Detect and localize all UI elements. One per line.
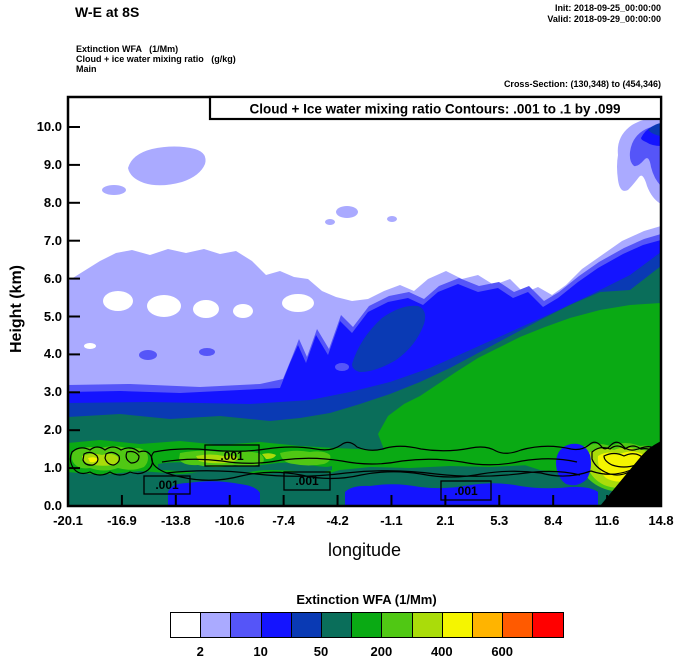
x-axis-ticks	[120, 495, 609, 506]
bottom-blue-pocket-left	[168, 481, 260, 506]
terrain-wedge	[600, 441, 661, 506]
x-tick-label: -20.1	[53, 513, 83, 528]
y-tick-label: 1.0	[43, 460, 62, 476]
colorbar-cell	[472, 612, 504, 638]
x-tick-label: 11.6	[594, 513, 620, 528]
upper-cloud-speck	[325, 219, 335, 225]
colorbar-tick-label: 200	[370, 644, 393, 659]
x-tick-label: 14.8	[648, 513, 674, 528]
field-line-extinction: Extinction WFA (1/Mm)	[76, 44, 179, 54]
y-tick-label: 6.0	[43, 270, 62, 286]
colorbar-cell	[441, 612, 473, 638]
white-hole	[193, 300, 219, 318]
colorbar-cell	[260, 612, 292, 638]
colorbar-title: Extinction WFA (1/Mm)	[296, 592, 437, 607]
upper-cloud-blob	[128, 146, 206, 186]
y-tick-label: 7.0	[43, 232, 62, 248]
x-tick-label: -10.6	[214, 513, 245, 528]
y-tick-label: 9.0	[43, 156, 62, 172]
violet-speck	[335, 363, 349, 371]
x-tick-label: 5.3	[490, 513, 509, 528]
yellowgreen-spot-left	[82, 453, 119, 466]
cloud-contour-lines	[69, 441, 660, 481]
y-tick-label: 3.0	[43, 384, 62, 400]
colorbar-tick-label: 400	[430, 644, 453, 659]
plot-title: Cloud + Ice water mixing ratio Contours:…	[250, 102, 621, 117]
anvil-navy	[648, 123, 661, 136]
contour-label: .001	[155, 478, 179, 492]
colorbar-tick-label: 10	[253, 644, 268, 659]
init-timestamp: Init: 2018-09-25_00:00:00	[554, 3, 661, 13]
x-tick-label: 2.1	[436, 513, 455, 528]
x-tick-label: -16.9	[107, 513, 137, 528]
white-hole	[233, 304, 253, 318]
white-hole	[103, 291, 133, 311]
field-line-domain: Main	[76, 64, 97, 74]
x-tick-label: -13.8	[160, 513, 191, 528]
page-title: W-E at 8S	[75, 4, 140, 20]
colorbar-cell	[351, 612, 383, 638]
contour-label-boxes: .001 .001 .001 .001	[143, 444, 492, 501]
colorbar-tick-label: 50	[313, 644, 329, 659]
colorbar-cell	[200, 612, 232, 638]
y-tick-label: 10.0	[36, 119, 62, 134]
colorbar-tick-label: 2	[196, 644, 204, 659]
contour-label: .001	[220, 449, 244, 463]
colorbar-cell	[290, 612, 322, 638]
white-hole	[84, 343, 96, 349]
colorbar-cell	[411, 612, 443, 638]
cross-section-coords: Cross-Section: (130,348) to (454,346)	[503, 79, 661, 89]
yellowgreen-spot-mid	[196, 454, 238, 464]
plot-title-box: Cloud + Ice water mixing ratio Contours:…	[208, 95, 663, 121]
violet-speck	[139, 350, 157, 360]
y-tick-label: 0.0	[43, 498, 62, 513]
y-tick-label: 8.0	[43, 194, 62, 210]
contour-label: .001	[454, 484, 478, 498]
colorbar-tick-label: 600	[491, 644, 514, 659]
x-tick-label: -1.1	[380, 513, 403, 528]
blue-blob-lowright	[556, 443, 591, 486]
yellow-dot-left	[88, 457, 98, 463]
colorbar-cell	[381, 612, 413, 638]
contour-label: .001	[295, 474, 319, 488]
colorbar-cell	[321, 612, 353, 638]
valid-timestamp: Valid: 2018-09-29_00:00:00	[547, 14, 661, 24]
y-axis-ticks	[68, 126, 80, 470]
x-tick-label: 8.4	[544, 513, 563, 528]
contour-fill-layer: .001 .001 .001 .001	[68, 97, 661, 506]
upper-cloud-speck	[336, 206, 358, 218]
violet-speck	[199, 348, 215, 356]
field-line-cloud-ice: Cloud + ice water mixing ratio (g/kg)	[76, 54, 236, 64]
upper-cloud-speck	[387, 216, 397, 222]
colorbar-cell	[502, 612, 534, 638]
navy-lens	[352, 305, 426, 372]
x-tick-label: -7.4	[272, 513, 295, 528]
white-hole	[282, 294, 314, 312]
y-tick-label: 4.0	[43, 346, 62, 362]
colorbar-cell	[170, 612, 202, 638]
y-tick-label: 2.0	[43, 422, 62, 438]
bottom-blue-pocket-right	[345, 483, 598, 506]
x-axis-title: longitude	[327, 540, 402, 560]
colorbar-cell	[532, 612, 564, 638]
x-tick-label: -4.2	[326, 513, 349, 528]
white-hole	[147, 295, 181, 317]
yellowgreen-spot-mid2	[262, 453, 276, 459]
colorbar-cell	[230, 612, 262, 638]
green-blob-right	[378, 303, 661, 474]
y-tick-label: 5.0	[43, 308, 62, 324]
upper-cloud-speck	[102, 185, 126, 195]
